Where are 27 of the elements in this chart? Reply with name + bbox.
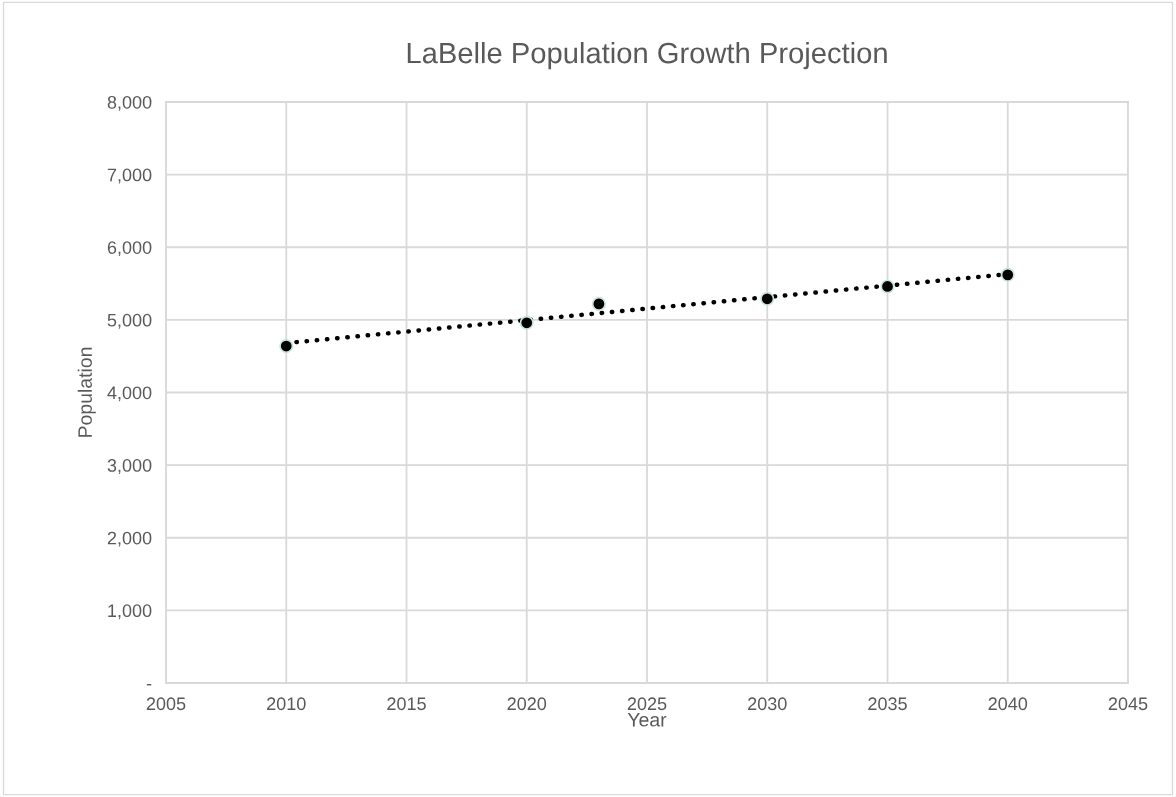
point (1000, 267, 1015, 282)
y-tick-label: 5,000 (107, 313, 152, 329)
x-tick-label: 2010 (267, 697, 306, 711)
x-tick-label: 2045 (1108, 697, 1148, 711)
point (760, 291, 775, 306)
x-tick-label: 2005 (146, 697, 186, 711)
y-axis-title: Population (77, 347, 96, 437)
x-tick-label: 2015 (387, 697, 426, 711)
x-tick-label: 2040 (988, 697, 1028, 711)
y-tick-label: 2,000 (107, 531, 152, 547)
chart-title: LaBelle Population Growth Projection (407, 41, 887, 70)
x-tick-label: 2025 (627, 697, 667, 711)
y-tick-label: 4,000 (107, 386, 152, 402)
point (880, 279, 895, 294)
point (279, 338, 294, 354)
y-tick-label: 1,000 (108, 604, 152, 620)
y-tick-label: 7,000 (107, 168, 152, 184)
y-tick-label: - (146, 684, 152, 686)
y-tick-label: 3,000 (107, 459, 152, 474)
y-tick-label: 6,000 (107, 241, 152, 257)
point (519, 315, 534, 330)
x-tick-label: 2030 (748, 697, 787, 711)
y-tick-label: 8,000 (107, 95, 152, 111)
x-axis-title: Year (627, 713, 667, 727)
x-tick-label: 2035 (868, 697, 907, 711)
x-tick-label: 2020 (507, 697, 547, 711)
point (591, 296, 606, 311)
